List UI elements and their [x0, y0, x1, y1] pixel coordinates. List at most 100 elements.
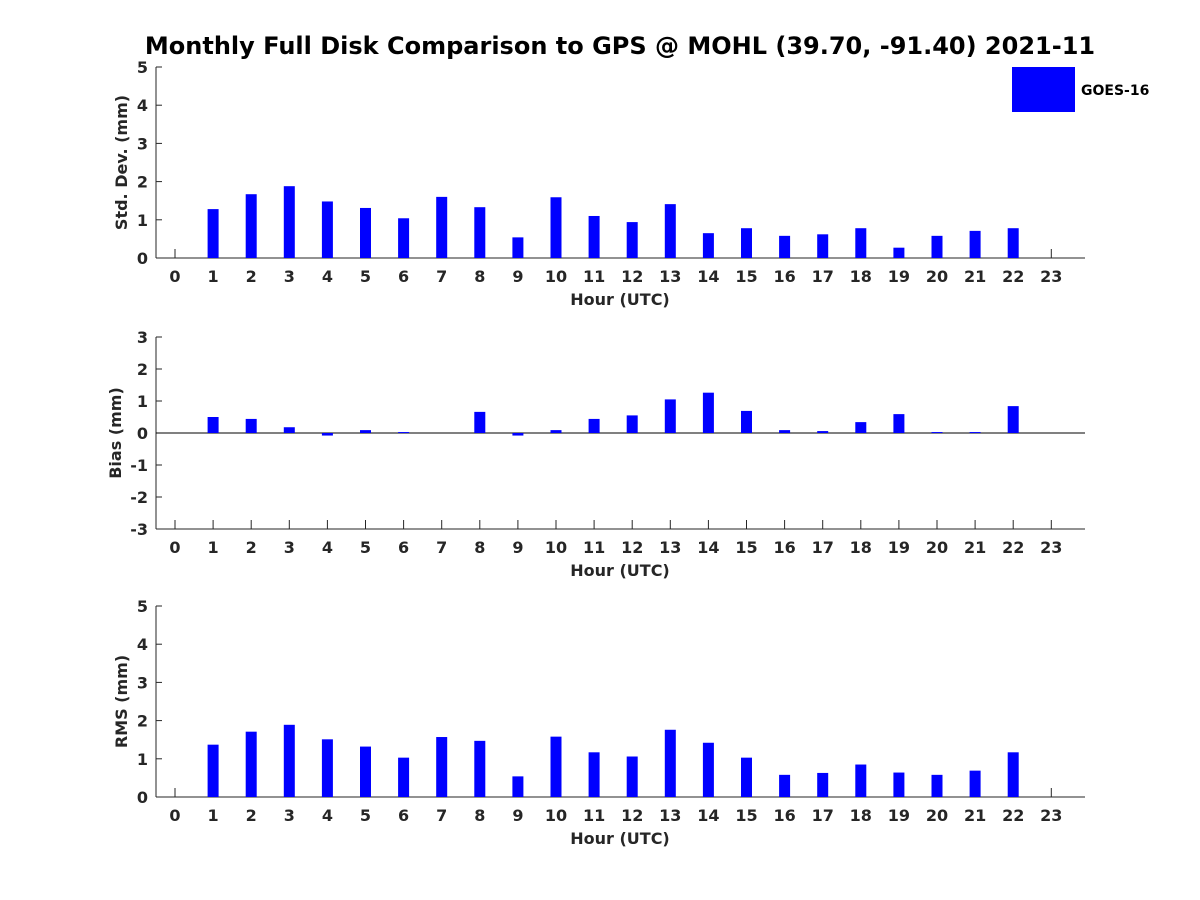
x-tick-label: 11 [583, 538, 605, 557]
bar-hour-20 [931, 432, 943, 434]
x-tick-label: 17 [812, 806, 834, 825]
legend-label: GOES-16 [1081, 83, 1149, 99]
chart-title: Monthly Full Disk Comparison to GPS @ MO… [145, 32, 1095, 60]
x-tick-label: 8 [474, 806, 485, 825]
x-tick-label: 0 [169, 538, 180, 557]
x-tick-label: 9 [512, 538, 523, 557]
x-tick-label: 14 [697, 806, 719, 825]
bar-hour-8 [474, 740, 486, 797]
x-tick-label: 18 [850, 538, 872, 557]
bar-hour-21 [969, 432, 981, 434]
x-tick-label: 4 [322, 267, 333, 286]
bar-hour-18 [855, 422, 867, 433]
bar-hour-11 [588, 215, 600, 258]
y-tick-label: 0 [137, 424, 148, 443]
y-tick-label: 5 [137, 58, 148, 77]
x-tick-label: 14 [697, 538, 719, 557]
bar-hour-17 [817, 772, 829, 797]
bar-hour-12 [626, 222, 638, 258]
bar-hour-10 [550, 197, 562, 258]
x-tick-label: 22 [1002, 806, 1024, 825]
y-tick-label: 2 [137, 173, 148, 192]
bar-hour-14 [702, 233, 714, 258]
bar-hour-18 [855, 764, 867, 797]
bar-hour-2 [245, 731, 257, 797]
bar-hour-14 [702, 742, 714, 797]
x-tick-label: 16 [773, 538, 795, 557]
x-tick-label: 5 [360, 267, 371, 286]
bar-hour-18 [855, 228, 867, 258]
bar-hour-15 [741, 410, 752, 433]
bar-hour-19 [893, 247, 905, 258]
bar-hour-7 [436, 196, 448, 258]
x-tick-label: 20 [926, 267, 948, 286]
bar-hour-4 [321, 739, 333, 797]
bar-hour-8 [474, 207, 486, 258]
x-tick-label: 4 [322, 806, 333, 825]
y-axis-label: RMS (mm) [112, 655, 131, 748]
x-tick-label: 2 [246, 267, 257, 286]
x-tick-label: 0 [169, 267, 180, 286]
x-tick-label: 9 [512, 806, 523, 825]
bar-hour-5 [360, 746, 371, 797]
bar-hour-2 [245, 418, 257, 433]
x-tick-label: 17 [812, 538, 834, 557]
x-tick-label: 3 [284, 538, 295, 557]
bar-hour-10 [550, 430, 562, 433]
x-tick-label: 20 [926, 806, 948, 825]
x-tick-label: 2 [246, 806, 257, 825]
x-tick-label: 1 [208, 806, 219, 825]
bar-hour-3 [283, 186, 295, 258]
bar-hour-16 [779, 235, 791, 258]
x-axis-label: Hour (UTC) [570, 561, 670, 580]
x-tick-label: 2 [246, 538, 257, 557]
x-tick-label: 13 [659, 806, 681, 825]
x-tick-label: 12 [621, 267, 643, 286]
bar-hour-2 [245, 194, 257, 258]
x-tick-label: 13 [659, 538, 681, 557]
x-tick-label: 22 [1002, 538, 1024, 557]
y-tick-label: 0 [137, 788, 148, 807]
y-tick-label: 5 [137, 597, 148, 616]
bar-hour-20 [931, 774, 943, 797]
bar-hour-12 [626, 756, 638, 797]
x-tick-label: 8 [474, 538, 485, 557]
bar-hour-15 [741, 757, 752, 797]
x-tick-label: 17 [812, 267, 834, 286]
y-tick-label: 1 [137, 392, 148, 411]
x-tick-label: 21 [964, 806, 986, 825]
x-tick-label: 3 [284, 806, 295, 825]
bar-hour-17 [817, 234, 829, 258]
bar-hour-16 [779, 430, 791, 433]
x-tick-label: 6 [398, 538, 409, 557]
x-tick-label: 18 [850, 806, 872, 825]
bar-hour-6 [398, 757, 410, 797]
y-tick-label: 3 [137, 328, 148, 347]
bar-hour-5 [360, 430, 371, 433]
x-axis-label: Hour (UTC) [570, 290, 670, 309]
x-tick-label: 8 [474, 267, 485, 286]
bar-hour-9 [512, 776, 524, 797]
x-tick-label: 5 [360, 806, 371, 825]
bar-hour-19 [893, 414, 905, 433]
bar-hour-6 [398, 432, 410, 434]
x-tick-label: 13 [659, 267, 681, 286]
x-tick-label: 14 [697, 267, 719, 286]
bar-hour-3 [283, 724, 295, 797]
x-tick-label: 10 [545, 267, 567, 286]
x-tick-label: 7 [436, 806, 447, 825]
bar-hour-1 [207, 209, 219, 258]
y-tick-label: 4 [137, 635, 148, 654]
bar-hour-17 [817, 431, 829, 433]
x-tick-label: 19 [888, 267, 910, 286]
x-tick-label: 22 [1002, 267, 1024, 286]
bar-hour-1 [207, 744, 219, 797]
y-tick-label: -3 [130, 520, 148, 539]
x-tick-label: 23 [1040, 538, 1062, 557]
